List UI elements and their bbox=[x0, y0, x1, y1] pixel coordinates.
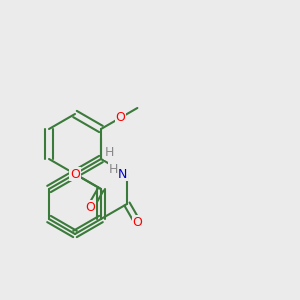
Text: O: O bbox=[116, 111, 125, 124]
Text: H: H bbox=[105, 146, 114, 160]
Text: O: O bbox=[133, 216, 142, 229]
Text: H: H bbox=[109, 163, 118, 176]
Text: N: N bbox=[118, 167, 127, 181]
Text: O: O bbox=[85, 201, 95, 214]
Text: O: O bbox=[70, 167, 80, 181]
